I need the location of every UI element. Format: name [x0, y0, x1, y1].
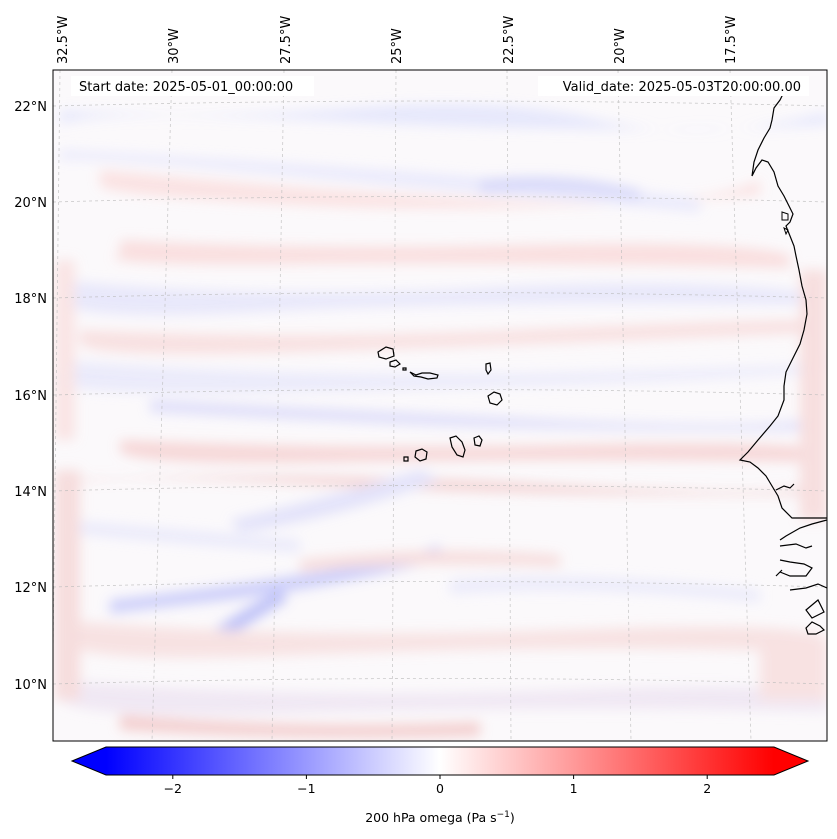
lat-label-14n: 14°N — [14, 485, 47, 500]
colorbar-tick-label: 1 — [570, 781, 578, 796]
island-santiago — [449, 435, 466, 458]
island-sao-vicente — [389, 359, 401, 368]
colorbar-label-exp: −1 — [497, 810, 510, 820]
parallel-22n — [53, 100, 827, 107]
parallel-20n — [53, 196, 827, 203]
lon-label-32-5w: 32.5°W — [56, 16, 71, 64]
lat-label-12n: 12°N — [14, 581, 47, 596]
meridian-20w — [617, 70, 632, 741]
colorbar-label-prefix: 200 hPa omega (Pa s — [365, 810, 496, 825]
parallel-16n — [53, 389, 827, 396]
african-coastline — [738, 91, 827, 635]
lon-label-22-5w: 22.5°W — [502, 16, 517, 64]
lon-label-25w: 25°W — [390, 28, 405, 64]
colorbar-label: 200 hPa omega (Pa s−1) — [365, 810, 515, 825]
lon-label-27-5w: 27.5°W — [279, 16, 294, 64]
colorbar-extend-max — [774, 747, 808, 775]
parallel-12n — [53, 581, 827, 588]
meridian-27-5w — [271, 70, 285, 741]
colorbar-tick-label: −2 — [164, 781, 182, 796]
parallel-14n — [53, 485, 827, 492]
valid-date-label: Valid_date: 2025-05-03T20:00:00.00 — [563, 80, 801, 95]
colorbar-extend-min — [72, 747, 106, 775]
island-sal — [485, 362, 492, 376]
colorbar-label-suffix: ) — [510, 810, 515, 825]
island-santa-luzia — [402, 367, 407, 371]
colorbar-gradient — [106, 747, 774, 775]
colorbar-ticks: −2 −1 0 1 2 — [164, 775, 711, 796]
lat-label-20n: 20°N — [14, 196, 47, 211]
parallel-18n — [53, 292, 827, 299]
island-boa-vista — [487, 391, 503, 406]
lon-label-30w: 30°W — [167, 28, 182, 64]
meridian-17-5w — [729, 70, 752, 741]
colorbar: −2 −1 0 1 2 200 hPa omega (Pa s−1) — [70, 746, 810, 825]
island-maio — [473, 435, 483, 447]
island-brava — [403, 456, 409, 462]
coast-inlet-1 — [781, 211, 789, 236]
cape-verde-islands — [377, 346, 503, 462]
start-date-label: Start date: 2025-05-01_00:00:00 — [79, 80, 293, 95]
lat-label-16n: 16°N — [14, 389, 47, 404]
island-santo-antao — [377, 346, 395, 360]
lat-label-18n: 18°N — [14, 292, 47, 307]
island-fogo — [414, 448, 428, 462]
island-sao-nicolau — [409, 371, 439, 380]
lat-label-10n: 10°N — [14, 678, 47, 693]
map-panel — [53, 70, 827, 741]
colorbar-tick-label: 0 — [436, 781, 444, 796]
latitude-labels: 22°N 20°N 18°N 16°N 14°N 12°N 10°N — [14, 100, 47, 693]
colorbar-tick-label: 2 — [703, 781, 711, 796]
map-frame — [52, 69, 828, 742]
valid-date-box — [538, 76, 809, 96]
lat-label-22n: 22°N — [14, 100, 47, 115]
longitude-labels: 32.5°W 30°W 27.5°W 25°W 22.5°W 20°W 17.5… — [56, 16, 739, 64]
colorbar-tick-label: −1 — [297, 781, 315, 796]
meridian-22-5w — [506, 70, 512, 741]
meridian-30w — [151, 70, 173, 741]
start-date-box — [71, 76, 314, 96]
lon-label-17-5w: 17.5°W — [724, 16, 739, 64]
colorbar-outline — [70, 746, 810, 776]
parallel-10n — [53, 678, 827, 685]
meridian-25w — [391, 70, 397, 741]
lon-label-20w: 20°W — [613, 28, 628, 64]
